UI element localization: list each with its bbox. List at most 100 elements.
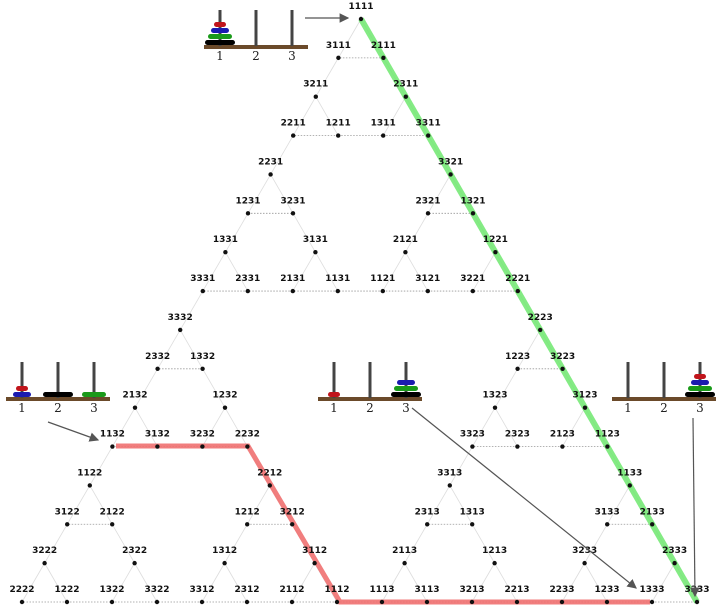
node-label: 2223 — [528, 313, 553, 323]
node — [627, 483, 632, 488]
node-label: 2212 — [257, 468, 282, 478]
node-label: 1333 — [639, 585, 664, 595]
peg — [626, 362, 630, 398]
edge — [66, 485, 91, 525]
node-label: 1221 — [483, 235, 508, 245]
peg-label: 3 — [288, 49, 296, 63]
node — [381, 55, 386, 61]
peg-label: 2 — [660, 401, 668, 415]
node-label: 2122 — [100, 507, 125, 517]
node-label: 1123 — [595, 430, 620, 440]
node — [381, 133, 386, 138]
peg-icon: 1 2 3 — [318, 362, 422, 415]
peg-icon: 1 2 3 — [204, 10, 308, 63]
edge — [157, 329, 181, 370]
edge — [404, 524, 428, 564]
node-label: 2322 — [122, 546, 147, 556]
edge — [225, 213, 249, 253]
node — [447, 483, 452, 488]
edge — [134, 407, 158, 447]
node-label: 1232 — [212, 391, 237, 401]
node-label: 1332 — [190, 352, 215, 362]
node-label: 2222 — [9, 585, 34, 595]
node — [110, 444, 115, 449]
arrow — [690, 417, 700, 598]
peg-base — [612, 397, 716, 401]
node-label: 3313 — [437, 468, 462, 478]
node-label: 3322 — [144, 585, 169, 595]
node-label: 1231 — [235, 196, 260, 206]
edge — [382, 251, 406, 292]
node — [245, 522, 250, 527]
node — [132, 560, 137, 566]
disk — [211, 28, 229, 33]
edge — [89, 485, 113, 525]
edge — [246, 485, 271, 525]
edge — [381, 562, 405, 603]
node-label: 1323 — [482, 391, 507, 401]
edge — [427, 174, 451, 214]
edge — [270, 174, 294, 214]
node — [694, 599, 700, 605]
node-label: 3131 — [303, 235, 328, 245]
disk — [685, 392, 715, 397]
node — [515, 366, 520, 371]
node-label: 1313 — [460, 507, 485, 517]
disk — [205, 40, 235, 45]
node-label: 1312 — [212, 546, 237, 556]
node — [582, 560, 587, 566]
node — [403, 94, 408, 99]
edge — [202, 368, 226, 408]
peg-label: 1 — [216, 49, 224, 63]
node — [222, 560, 227, 566]
node-label: 2121 — [393, 235, 418, 245]
node — [493, 250, 498, 255]
node — [155, 366, 160, 371]
edge — [44, 562, 68, 603]
edge — [562, 407, 586, 447]
edge — [606, 485, 631, 525]
node-label: 2323 — [505, 430, 530, 440]
edge — [494, 368, 518, 408]
node — [515, 288, 520, 294]
edge — [111, 562, 135, 603]
node — [109, 599, 115, 605]
node — [289, 599, 295, 605]
node-label: 1121 — [370, 274, 395, 284]
node — [492, 405, 498, 410]
edge — [651, 562, 675, 603]
node — [245, 288, 250, 294]
disk — [694, 374, 706, 379]
node — [650, 522, 655, 527]
node — [335, 288, 340, 294]
node — [649, 599, 655, 605]
edge — [111, 524, 135, 564]
node — [470, 522, 475, 527]
node — [65, 522, 70, 527]
edge — [270, 135, 294, 175]
node — [358, 16, 364, 22]
node-label: 3223 — [550, 352, 575, 362]
node — [336, 133, 341, 138]
node — [154, 599, 160, 605]
node — [469, 599, 475, 605]
node — [470, 288, 475, 294]
node — [515, 444, 520, 449]
edge — [494, 562, 518, 603]
node-label: 2221 — [505, 274, 530, 284]
edge — [472, 407, 496, 447]
node-label: 1331 — [213, 235, 238, 245]
node-label: 2131 — [280, 274, 305, 284]
peg-label: 3 — [696, 401, 704, 415]
node-label: 2213 — [504, 585, 529, 595]
node — [538, 327, 543, 333]
edge — [202, 407, 226, 447]
edge — [21, 562, 45, 603]
node-label: 2113 — [392, 546, 417, 556]
peg — [662, 362, 666, 398]
edge — [134, 562, 158, 603]
edge — [426, 485, 451, 525]
node — [245, 444, 250, 449]
node — [425, 211, 431, 216]
